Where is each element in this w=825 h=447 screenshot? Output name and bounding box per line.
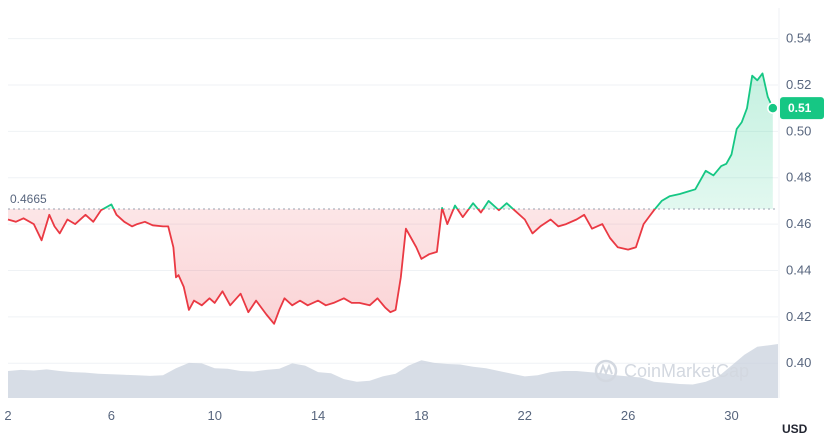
current-price-dot: [767, 102, 779, 114]
x-tick-label: 2: [4, 408, 11, 423]
y-axis-unit: USD: [782, 422, 808, 436]
x-tick-label: 18: [414, 408, 428, 423]
price-line-above: [101, 72, 774, 210]
y-tick-label: 0.54: [786, 31, 811, 46]
x-tick-label: 6: [108, 408, 115, 423]
y-tick-label: 0.44: [786, 262, 811, 277]
current-price-badge: 0.51: [767, 97, 824, 120]
x-axis: 2 6 10 14 18 22 26 30: [4, 408, 738, 423]
volume-bars: [8, 344, 778, 398]
area-fills: [8, 73, 773, 324]
x-tick-label: 26: [621, 408, 635, 423]
y-tick-label: 0.50: [786, 123, 811, 138]
current-price-value: 0.51: [788, 101, 812, 115]
price-lines: [7, 72, 774, 325]
x-tick-label: 10: [207, 408, 221, 423]
coinmarketcap-watermark: CoinMarketCap: [594, 359, 749, 383]
y-tick-label: 0.48: [786, 170, 811, 185]
y-axis: 0.54 0.52 0.50 0.48 0.46 0.44 0.42 0.40: [786, 31, 811, 371]
area-above-reference: [8, 73, 773, 210]
area-below-reference: [8, 209, 655, 324]
y-tick-label: 0.40: [786, 355, 811, 370]
y-tick-label: 0.46: [786, 216, 811, 231]
volume-area: [8, 344, 778, 398]
price-line-below: [7, 209, 657, 325]
svg-text:CoinMarketCap: CoinMarketCap: [624, 361, 749, 381]
coinmarketcap-logo-icon: [594, 359, 618, 383]
y-tick-label: 0.52: [786, 77, 811, 92]
x-tick-label: 14: [311, 408, 325, 423]
current-price-badge-bg: [780, 97, 824, 120]
y-tick-label: 0.42: [786, 309, 811, 324]
x-tick-label: 30: [724, 408, 738, 423]
x-tick-label: 22: [518, 408, 532, 423]
reference-price-label: 0.4665: [10, 192, 47, 206]
